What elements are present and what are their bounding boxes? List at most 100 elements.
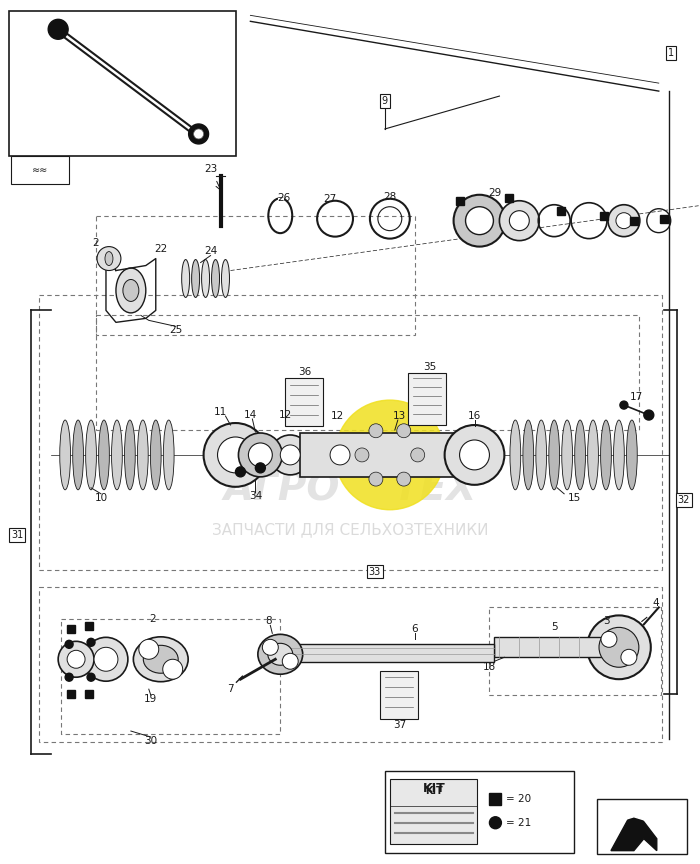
Circle shape [454,194,505,246]
Text: 26: 26 [278,193,291,203]
Circle shape [204,423,267,486]
Circle shape [397,472,411,486]
Circle shape [262,639,279,655]
Circle shape [256,463,265,473]
Bar [600,212,608,219]
Ellipse shape [575,420,585,490]
Text: 3: 3 [603,616,609,626]
Text: = 21: = 21 [506,817,531,828]
Circle shape [162,659,183,679]
Text: 27: 27 [323,194,337,204]
Text: 14: 14 [244,410,257,420]
Circle shape [67,651,85,668]
Circle shape [444,425,505,485]
Ellipse shape [125,420,135,490]
Circle shape [94,647,118,671]
Text: 25: 25 [169,326,182,335]
Text: 19: 19 [144,694,158,704]
Circle shape [616,213,632,229]
Circle shape [248,443,272,467]
Circle shape [510,211,529,231]
Circle shape [330,445,350,465]
Ellipse shape [510,420,521,490]
Text: 15: 15 [568,492,581,503]
Text: 1: 1 [668,48,674,58]
Text: ЗАПЧАСТИ ДЛЯ СЕЛЬХОЗТЕХНИКИ: ЗАПЧАСТИ ДЛЯ СЕЛЬХОЗТЕХНИКИ [211,522,489,537]
Ellipse shape [192,259,199,297]
FancyBboxPatch shape [9,11,237,156]
Ellipse shape [211,259,220,297]
Text: 34: 34 [248,491,262,501]
Circle shape [235,467,246,477]
Circle shape [282,653,298,670]
Text: 9: 9 [382,96,388,106]
Circle shape [499,200,539,240]
Circle shape [65,673,73,681]
Text: 12: 12 [279,410,292,420]
Bar [660,214,668,223]
Circle shape [270,435,310,475]
Circle shape [188,124,209,144]
Text: 30: 30 [144,736,158,746]
Circle shape [489,816,501,829]
Circle shape [587,615,651,679]
Circle shape [218,437,253,473]
Bar [67,626,75,633]
Circle shape [97,246,121,270]
Circle shape [397,423,411,438]
FancyBboxPatch shape [11,156,69,184]
Text: 12: 12 [330,411,344,421]
Circle shape [644,410,654,420]
FancyBboxPatch shape [597,799,687,854]
Ellipse shape [99,420,109,490]
Text: 16: 16 [468,411,481,421]
Circle shape [58,641,94,677]
Ellipse shape [163,420,174,490]
Ellipse shape [221,259,230,297]
Text: 32: 32 [678,495,690,505]
Ellipse shape [137,420,148,490]
Text: 2: 2 [92,238,99,248]
Text: 5: 5 [551,622,557,632]
Text: 31: 31 [11,530,24,540]
Bar [505,194,513,201]
Text: KIT: KIT [424,782,446,796]
Ellipse shape [202,259,209,297]
Text: = 20: = 20 [506,794,531,804]
Text: 2: 2 [150,614,156,625]
Circle shape [65,640,73,648]
Circle shape [355,448,369,462]
FancyBboxPatch shape [390,778,477,843]
Circle shape [460,440,489,470]
Ellipse shape [601,420,611,490]
Circle shape [335,400,444,510]
Text: 8: 8 [265,616,272,626]
Text: 13: 13 [393,411,407,421]
FancyBboxPatch shape [380,671,418,719]
Ellipse shape [116,268,146,313]
FancyBboxPatch shape [385,771,574,853]
Circle shape [87,638,95,646]
Ellipse shape [588,420,598,490]
Ellipse shape [150,420,161,490]
FancyBboxPatch shape [286,645,494,663]
Ellipse shape [536,420,547,490]
Bar [489,793,501,804]
Bar [85,622,93,631]
Circle shape [87,673,95,681]
Text: 33: 33 [369,567,381,576]
Text: 4: 4 [652,599,659,608]
Text: KIT: KIT [425,786,442,796]
Circle shape [369,472,383,486]
Ellipse shape [144,645,178,673]
Circle shape [411,448,425,462]
Circle shape [280,445,300,465]
Ellipse shape [123,279,139,302]
Ellipse shape [134,637,188,682]
Circle shape [320,435,360,475]
Ellipse shape [268,644,293,665]
Text: 17: 17 [630,392,643,402]
Circle shape [599,627,639,667]
Circle shape [194,129,204,139]
Circle shape [369,423,383,438]
